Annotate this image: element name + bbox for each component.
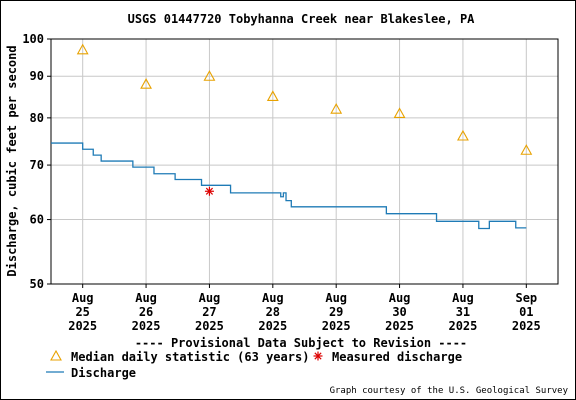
legend-measured-marker: [313, 351, 323, 361]
asterisk-stroke: [314, 352, 322, 360]
y-axis: 100 90 80 70 60 50: [22, 32, 51, 291]
median-triangle-marker: [140, 78, 152, 89]
legend-median-marker: [50, 349, 62, 361]
legend-measured-label: Measured discharge: [332, 350, 462, 364]
provisional-note: ---- Provisional Data Subject to Revisio…: [135, 336, 467, 350]
y-tick-label: 90: [30, 69, 44, 83]
chart-title: USGS 01447720 Tobyhanna Creek near Blake…: [128, 12, 476, 26]
x-tick-label: Aug: [135, 291, 157, 305]
y-tick-label: 50: [30, 277, 44, 291]
series-layer: [51, 142, 527, 230]
x-tick-label: 25: [75, 305, 89, 319]
x-tick-label: 28: [266, 305, 280, 319]
y-tick-label: 70: [30, 158, 44, 172]
x-tick-label: 2025: [448, 319, 477, 333]
x-tick-label: 2025: [258, 319, 287, 333]
y-tick-label: 100: [22, 32, 44, 46]
asterisk-stroke: [205, 187, 214, 195]
measured-asterisk-marker: [204, 186, 214, 196]
x-tick-label: 30: [392, 305, 406, 319]
median-triangle-marker: [76, 43, 89, 55]
x-tick-label: Aug: [389, 291, 411, 305]
x-tick-label: Aug: [199, 291, 221, 305]
x-tick-label: Sep: [515, 291, 537, 305]
median-triangle-marker: [203, 70, 216, 81]
legend-triangle-icon: [50, 349, 62, 361]
measured-markers: [204, 186, 214, 196]
x-tick-label: 2025: [68, 319, 97, 333]
plot-area-border: [50, 38, 559, 285]
x-tick-label: 2025: [322, 319, 351, 333]
x-tick-label: 01: [519, 305, 533, 319]
x-tick-label: Aug: [262, 291, 284, 305]
legend: Median daily statistic (63 years) Measur…: [46, 349, 462, 380]
x-axis: Aug252025Aug262025Aug272025Aug282025Aug2…: [68, 284, 541, 333]
median-triangle-marker: [330, 103, 343, 114]
x-tick-label: 31: [456, 305, 470, 319]
discharge-series-line: [51, 142, 527, 230]
x-tick-label: 2025: [132, 319, 161, 333]
legend-discharge-label: Discharge: [71, 366, 136, 380]
y-axis-label: Discharge, cubic feet per second: [5, 45, 19, 276]
y-tick-label: 80: [30, 111, 44, 125]
x-tick-label: 29: [329, 305, 343, 319]
x-tick-label: Aug: [325, 291, 347, 305]
median-triangle-marker: [393, 107, 406, 119]
x-tick-label: 2025: [512, 319, 541, 333]
x-tick-label: Aug: [452, 291, 474, 305]
credit-text: Graph courtesy of the U.S. Geological Su…: [330, 386, 569, 396]
y-tick-label: 60: [30, 213, 44, 227]
median-triangle-marker: [266, 90, 279, 101]
x-tick-label: 2025: [385, 319, 414, 333]
median-triangle-marker: [520, 144, 533, 155]
median-markers: [76, 43, 533, 155]
legend-median-label: Median daily statistic (63 years): [71, 350, 309, 364]
median-triangle-marker: [457, 129, 469, 141]
x-tick-label: Aug: [72, 291, 94, 305]
x-tick-label: 2025: [195, 319, 224, 333]
x-tick-label: 26: [139, 305, 153, 319]
x-tick-label: 27: [202, 305, 216, 319]
legend-asterisk-icon: [313, 351, 323, 361]
